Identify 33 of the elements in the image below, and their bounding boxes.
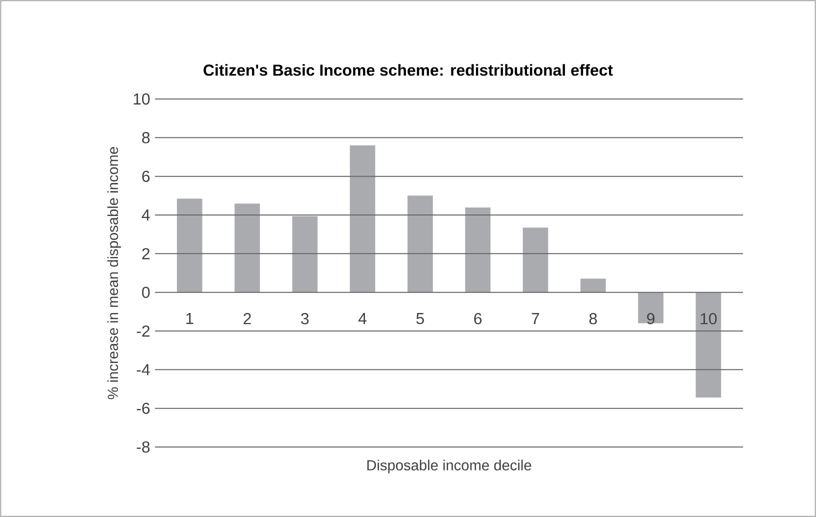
x-tick-label: 3 <box>301 313 309 324</box>
bar <box>522 228 548 292</box>
y-axis-title: % increase in mean disposable income <box>107 146 121 400</box>
y-tick-label: 10 <box>134 93 150 105</box>
x-tick-label: 4 <box>358 313 366 324</box>
bar <box>696 292 722 398</box>
bar <box>638 292 664 324</box>
bar <box>580 278 606 292</box>
y-tick-label: -8 <box>136 441 150 453</box>
x-tick-label: 10 <box>700 313 717 324</box>
bar <box>292 216 318 292</box>
bar <box>234 204 260 292</box>
y-tick-label: -6 <box>136 402 150 414</box>
x-tick-label: 1 <box>186 313 194 324</box>
bar <box>176 198 202 292</box>
bar <box>465 207 490 292</box>
y-tick-label: -4 <box>136 364 150 376</box>
x-axis-title: Disposable income decile <box>367 460 532 474</box>
y-tick-label: 6 <box>142 170 150 182</box>
x-tick-label: 6 <box>474 313 482 324</box>
x-tick-label: 9 <box>647 313 654 324</box>
y-tick-label: 4 <box>142 210 150 220</box>
chart-title: Citizen's Basic Income scheme: redistributional effect <box>204 64 613 76</box>
x-tick-label: 8 <box>589 313 597 324</box>
y-tick-label: 0 <box>142 286 150 298</box>
x-tick-label: 7 <box>532 313 540 324</box>
bar <box>350 145 376 292</box>
x-tick-label: 5 <box>416 313 424 324</box>
y-tick-label: 8 <box>142 132 150 144</box>
x-tick-label: 2 <box>244 313 251 324</box>
y-tick-label: -2 <box>136 325 150 337</box>
y-tick-label: 2 <box>142 248 150 260</box>
bar <box>408 196 433 292</box>
